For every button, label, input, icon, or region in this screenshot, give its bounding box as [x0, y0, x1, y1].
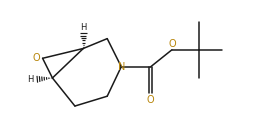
Text: O: O	[33, 53, 40, 63]
Text: O: O	[168, 39, 176, 49]
Text: H: H	[80, 24, 87, 32]
Text: H: H	[27, 75, 33, 84]
Text: O: O	[147, 95, 154, 105]
Text: N: N	[118, 62, 125, 72]
